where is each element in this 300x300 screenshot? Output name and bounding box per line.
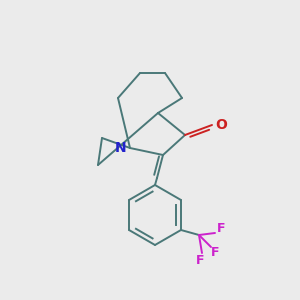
Text: N: N [115, 141, 127, 155]
Text: O: O [215, 118, 227, 132]
Text: F: F [196, 254, 204, 266]
Text: F: F [211, 245, 219, 259]
Text: F: F [217, 223, 225, 236]
